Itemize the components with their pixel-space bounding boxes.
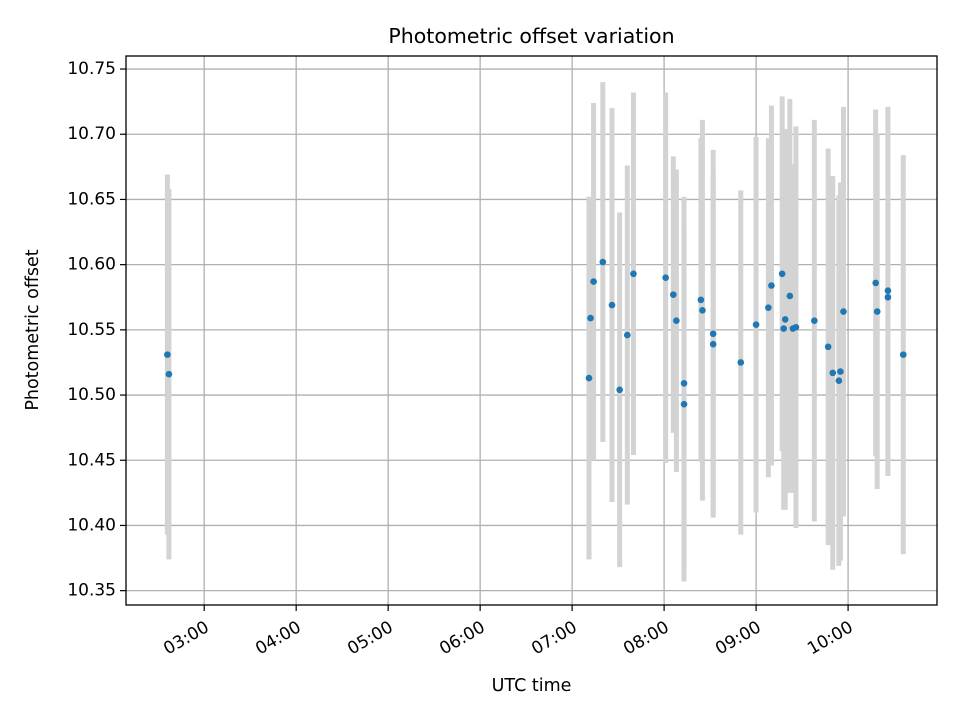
- data-point: [709, 340, 717, 348]
- y-tick-label: 10.60: [67, 255, 116, 275]
- data-point: [752, 321, 760, 328]
- data-point: [585, 374, 593, 382]
- data-point: [673, 317, 680, 325]
- data-point: [824, 343, 832, 351]
- data-point: [709, 330, 717, 338]
- data-point: [768, 282, 775, 289]
- data-point: [899, 351, 907, 358]
- y-axis: 10.35 10.40 10.45 10.50 10.55 10.60 10.65 10.70…: [67, 59, 126, 601]
- y-tick-label: 10.70: [67, 124, 116, 144]
- data-point: [630, 270, 637, 278]
- y-tick-label: 10.45: [67, 450, 116, 470]
- data-point: [697, 296, 705, 304]
- data-point: [837, 368, 844, 375]
- data-point: [781, 316, 789, 323]
- data-point: [590, 278, 597, 285]
- plot-frame: [125, 55, 938, 606]
- data-points: [164, 258, 907, 408]
- x-axis-title: UTC time: [492, 676, 572, 696]
- data-point: [599, 258, 607, 266]
- data-point: [680, 380, 688, 387]
- y-tick-label: 10.65: [67, 189, 116, 209]
- data-point: [872, 279, 879, 287]
- data-point: [780, 325, 787, 332]
- chart-title: Photometric offset variation: [388, 24, 674, 48]
- data-point: [670, 291, 677, 298]
- data-point: [792, 323, 800, 331]
- data-point: [624, 331, 631, 339]
- data-point: [608, 301, 616, 309]
- data-point: [811, 317, 818, 325]
- data-point: [873, 308, 881, 315]
- data-point: [616, 386, 623, 394]
- data-point: [786, 292, 794, 300]
- data-point: [164, 351, 171, 358]
- y-tick-label: 10.50: [67, 385, 116, 405]
- data-point: [587, 314, 594, 322]
- y-tick-label: 10.75: [67, 59, 116, 79]
- data-point: [884, 287, 892, 295]
- y-tick-label: 10.35: [67, 581, 116, 601]
- data-point: [737, 359, 745, 366]
- data-point: [662, 274, 669, 281]
- data-point: [778, 270, 786, 278]
- data-point: [829, 369, 837, 377]
- y-tick-label: 10.55: [67, 320, 116, 340]
- data-point: [835, 377, 843, 385]
- y-axis-title: Photometric offset: [23, 249, 43, 410]
- data-point: [680, 400, 688, 408]
- data-point: [165, 370, 173, 378]
- data-point: [765, 304, 772, 311]
- grid: [126, 56, 937, 605]
- data-point: [840, 308, 847, 315]
- data-point: [884, 293, 892, 301]
- y-tick-label: 10.40: [67, 515, 116, 535]
- data-point: [699, 306, 706, 314]
